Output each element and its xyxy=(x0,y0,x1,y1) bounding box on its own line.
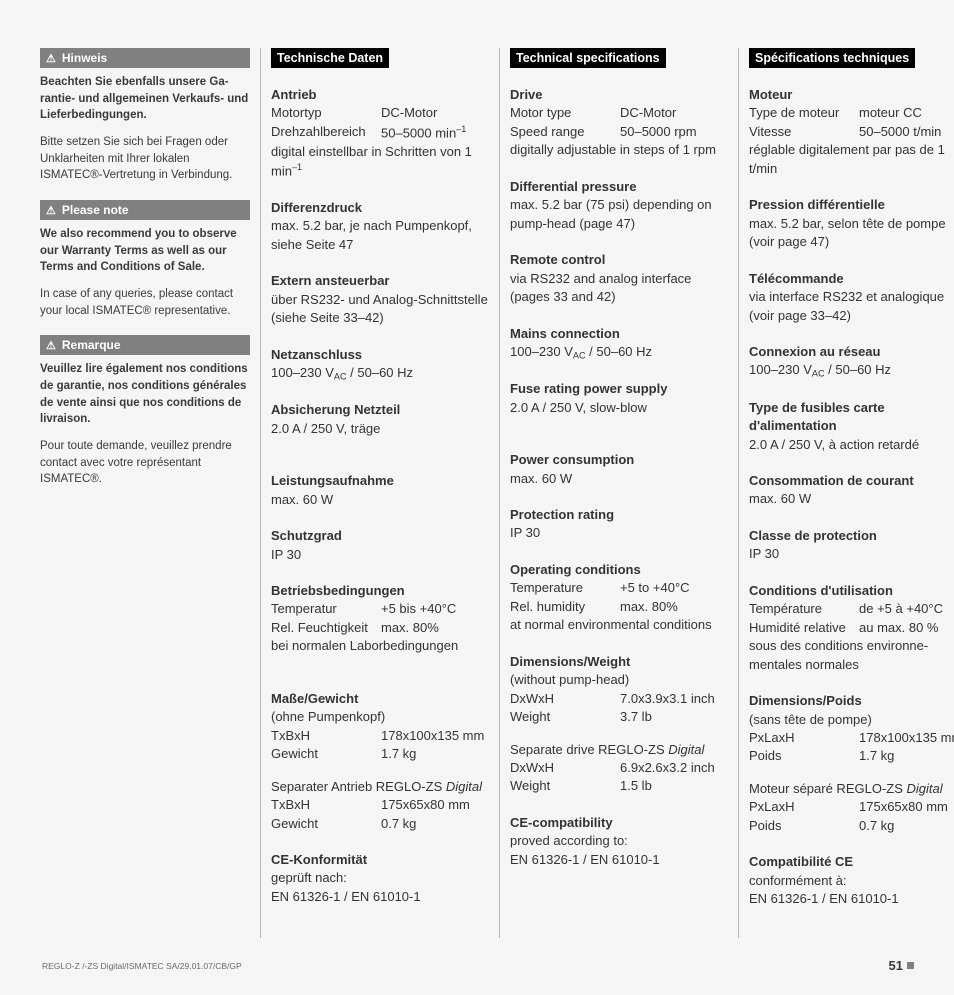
spec-remote-de: Extern ansteuerbar über RS232- und Analo… xyxy=(271,272,489,327)
spec-drive-en: Drive Motor typeDC-Motor Speed range50–5… xyxy=(510,86,728,160)
spec-header-de: Technische Daten xyxy=(271,48,389,68)
warning-icon: ⚠ xyxy=(46,52,56,65)
spec-drive-fr: Moteur Type de moteurmoteur CC Vitesse50… xyxy=(749,86,954,178)
spec-mains-fr: Connexion au réseau 100–230 VAC / 50–60 … xyxy=(749,343,954,381)
notice-text-fr: Pour toute demande, veuillez prendre con… xyxy=(40,438,250,488)
notice-bold-de: Beachten Sie ebenfalls unsere Ga­rantie-… xyxy=(40,74,250,124)
spec-op-en: Operating conditions Temperature+5 to +4… xyxy=(510,561,728,635)
spec-column-de: Technische Daten Antrieb MotortypDC-Moto… xyxy=(271,48,489,938)
column-separator xyxy=(738,48,739,938)
spec-fuse-de: Absicherung Netzteil 2.0 A / 250 V, träg… xyxy=(271,401,489,438)
spec-column-fr: Spécifications techniques Moteur Type de… xyxy=(749,48,954,938)
spec-header-en: Technical specifications xyxy=(510,48,666,68)
spec-prot-de: Schutzgrad IP 30 xyxy=(271,527,489,564)
spec-mains-de: Netzanschluss 100–230 VAC / 50–60 Hz xyxy=(271,346,489,384)
spec-fuse-en: Fuse rating power supply 2.0 A / 250 V, … xyxy=(510,380,728,417)
page-marker-icon xyxy=(907,962,914,969)
notice-title-de: Hinweis xyxy=(62,51,107,65)
spec-prot-en: Protection rating IP 30 xyxy=(510,506,728,543)
spec-op-de: Betriebsbedingungen Temperatur+5 bis +40… xyxy=(271,582,489,656)
spec-remote-en: Remote control via RS232 and analog inte… xyxy=(510,251,728,306)
spec-power-en: Power consumption max. 60 W xyxy=(510,451,728,488)
footer-left: REGLO-Z /-ZS Digital/ISMATEC SA/29.01.07… xyxy=(42,961,242,971)
spec-power-de: Leistungsaufnahme max. 60 W xyxy=(271,472,489,509)
notice-title-fr: Remarque xyxy=(62,338,121,352)
page-content: ⚠ Hinweis Beachten Sie ebenfalls unsere … xyxy=(40,48,914,938)
spec-column-en: Technical specifications Drive Motor typ… xyxy=(510,48,728,938)
notice-bar-en: ⚠ Please note xyxy=(40,200,250,220)
spec-diff-de: Differenzdruck max. 5.2 bar, je nach Pum… xyxy=(271,199,489,254)
notice-text-de: Bitte setzen Sie sich bei Fragen oder Un… xyxy=(40,134,250,184)
spec-diff-fr: Pression différentielle max. 5.2 bar, se… xyxy=(749,196,954,251)
notice-bold-en: We also recommend you to observe our War… xyxy=(40,226,250,276)
notice-bar-fr: ⚠ Remarque xyxy=(40,335,250,355)
notice-text-en: In case of any queries, please contact y… xyxy=(40,286,250,319)
warning-icon: ⚠ xyxy=(46,339,56,352)
spec-dim-en: Dimensions/Weight (without pump-head) Dx… xyxy=(510,653,728,796)
spec-drive-de: Antrieb MotortypDC-Motor Drehzahlbereich… xyxy=(271,86,489,181)
notes-column: ⚠ Hinweis Beachten Sie ebenfalls unsere … xyxy=(40,48,250,938)
spec-ce-de: CE-Konformität geprüft nach: EN 61326-1 … xyxy=(271,851,489,906)
spec-ce-fr: Compatibilité CE conformément à: EN 6132… xyxy=(749,853,954,908)
notice-bold-fr: Veuillez lire également nos condi­tions … xyxy=(40,361,250,428)
notice-title-en: Please note xyxy=(62,203,129,217)
spec-fuse-fr: Type de fusibles carte d'alimentation 2.… xyxy=(749,399,954,454)
notice-bar-de: ⚠ Hinweis xyxy=(40,48,250,68)
spec-mains-en: Mains connection 100–230 VAC / 50–60 Hz xyxy=(510,325,728,363)
spec-op-fr: Conditions d'utilisation Températurede +… xyxy=(749,582,954,674)
page-number: 51 xyxy=(889,958,914,973)
column-separator xyxy=(499,48,500,938)
spec-dim-de: Maße/Gewicht (ohne Pumpenkopf) TxBxH178x… xyxy=(271,690,489,833)
spec-remote-fr: Télécommande via interface RS232 et anal… xyxy=(749,270,954,325)
column-separator xyxy=(260,48,261,938)
spec-prot-fr: Classe de protection IP 30 xyxy=(749,527,954,564)
spec-diff-en: Differential pressure max. 5.2 bar (75 p… xyxy=(510,178,728,233)
page-footer: REGLO-Z /-ZS Digital/ISMATEC SA/29.01.07… xyxy=(42,958,914,973)
spec-dim-fr: Dimensions/Poids (sans tête de pompe) Px… xyxy=(749,692,954,835)
spec-header-fr: Spécifications techniques xyxy=(749,48,915,68)
spec-power-fr: Consommation de courant max. 60 W xyxy=(749,472,954,509)
spec-ce-en: CE-compatibility proved according to: EN… xyxy=(510,814,728,869)
warning-icon: ⚠ xyxy=(46,204,56,217)
